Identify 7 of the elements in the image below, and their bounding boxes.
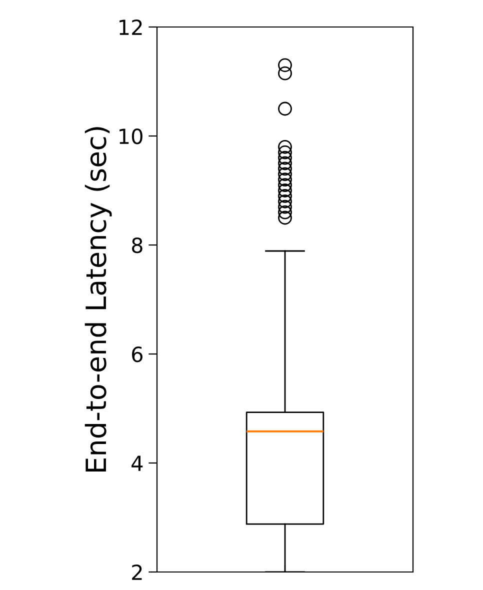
y-axis-title: End-to-end Latency (sec) [84,127,112,472]
y-tick-label: 6 [132,346,142,362]
y-tick-label: 2 [132,564,142,580]
y-tick-label: 10 [120,128,142,144]
y-tick-label: 12 [120,19,142,35]
y-tick-label: 4 [132,456,143,471]
y-tick-label: 8 [132,237,142,254]
